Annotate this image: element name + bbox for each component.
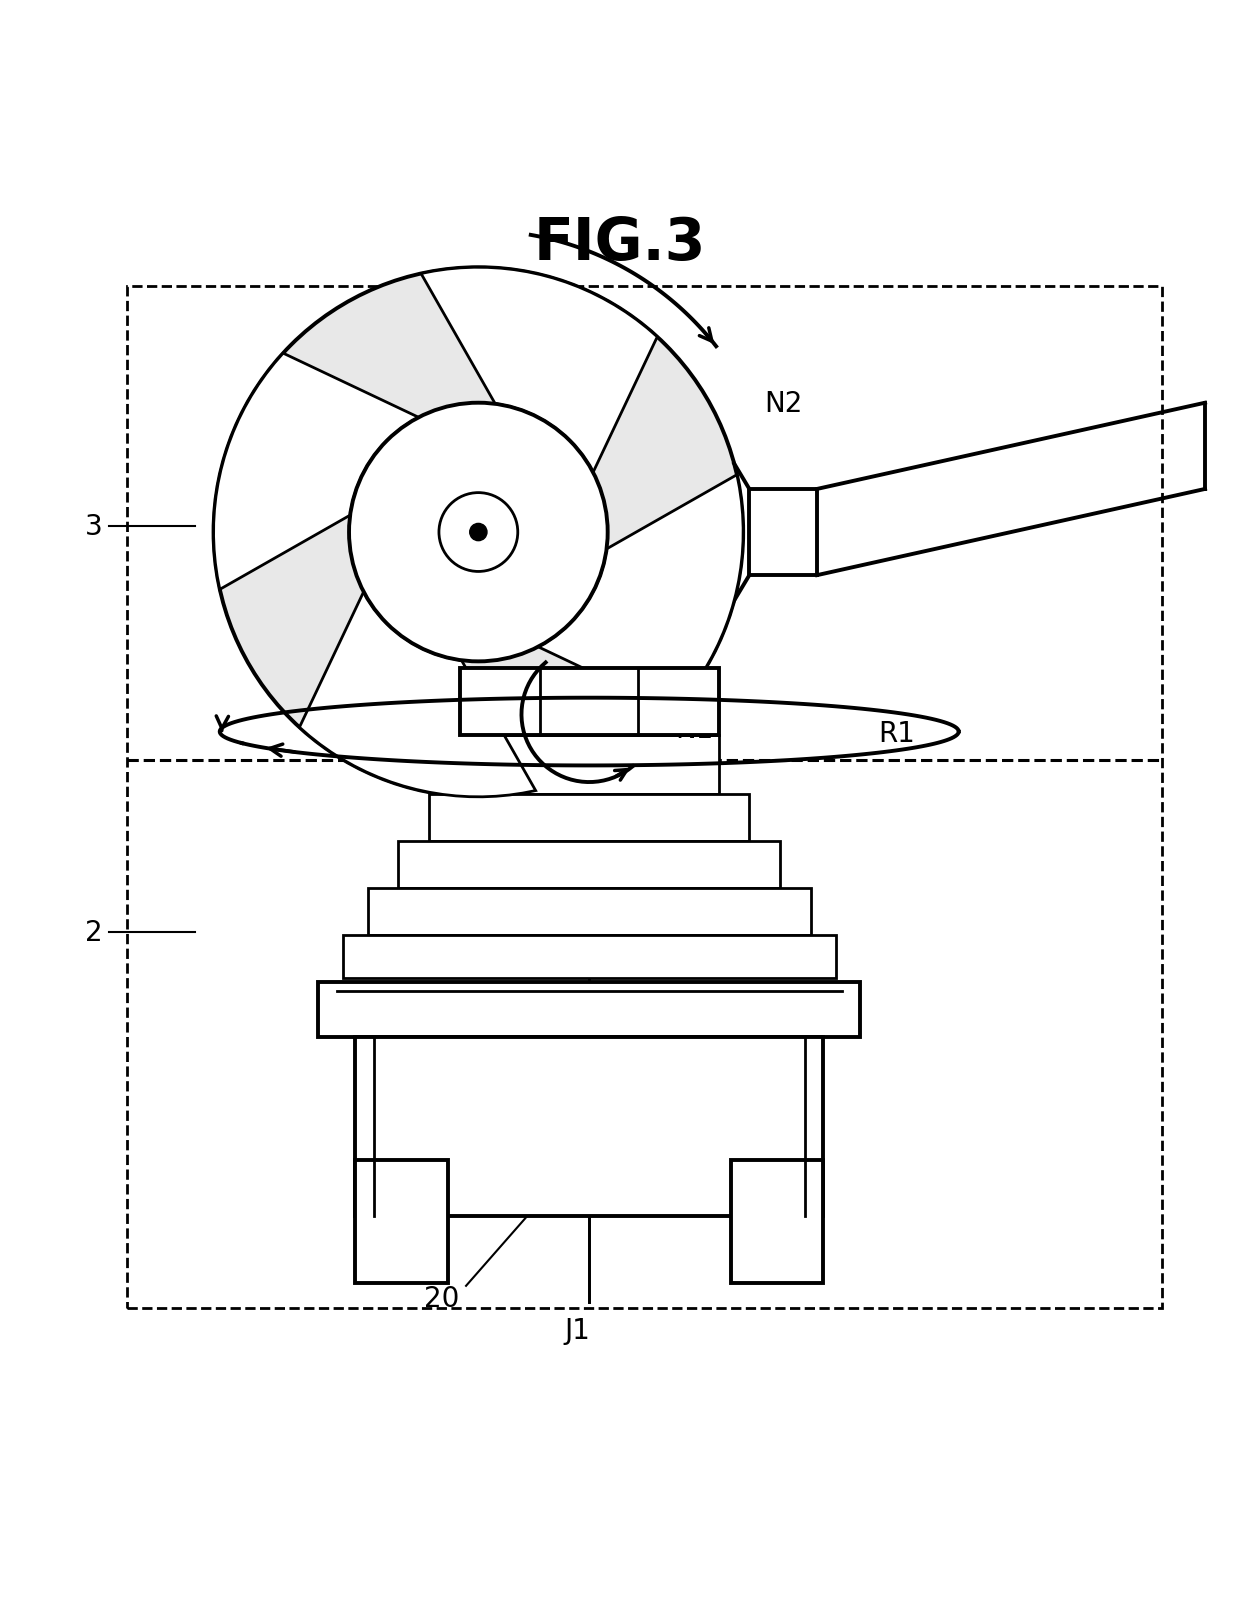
Text: J1: J1 xyxy=(564,1316,590,1345)
Bar xyxy=(128,286,1162,1308)
Text: 20: 20 xyxy=(424,1284,459,1313)
Bar xyxy=(355,1160,448,1284)
Polygon shape xyxy=(422,268,657,472)
Bar xyxy=(319,982,861,1038)
Text: 2: 2 xyxy=(86,919,103,947)
Text: R1: R1 xyxy=(879,720,915,747)
Circle shape xyxy=(439,493,518,572)
Text: 3: 3 xyxy=(86,513,103,540)
Bar xyxy=(398,842,780,889)
Polygon shape xyxy=(299,593,536,797)
Bar xyxy=(460,736,718,795)
Bar xyxy=(730,1160,823,1284)
Polygon shape xyxy=(213,354,419,590)
Bar xyxy=(429,795,749,842)
Bar xyxy=(749,490,817,575)
Bar xyxy=(367,889,811,935)
Circle shape xyxy=(470,524,487,542)
Bar xyxy=(343,935,836,979)
Circle shape xyxy=(213,268,743,797)
Text: FIG.3: FIG.3 xyxy=(533,215,707,272)
Text: J2: J2 xyxy=(507,540,532,567)
Bar xyxy=(355,1038,823,1216)
Circle shape xyxy=(348,403,608,662)
Text: N1: N1 xyxy=(676,715,714,744)
Polygon shape xyxy=(538,476,743,712)
Text: N2: N2 xyxy=(764,389,802,418)
Bar xyxy=(460,669,718,736)
